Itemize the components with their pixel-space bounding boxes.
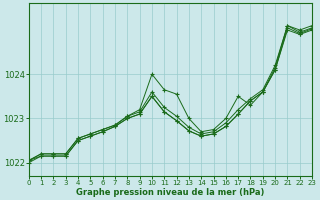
X-axis label: Graphe pression niveau de la mer (hPa): Graphe pression niveau de la mer (hPa) (76, 188, 265, 197)
